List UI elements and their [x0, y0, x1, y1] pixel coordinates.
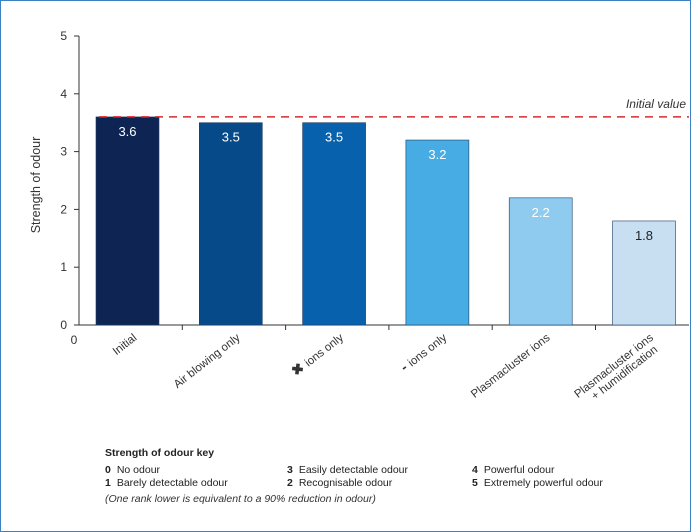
x-tick-label: Initial	[111, 332, 140, 358]
y-tick-label: 3	[60, 145, 67, 159]
bar	[95, 116, 160, 326]
key-title: Strength of odour key	[105, 447, 215, 459]
key-item: 1 Barely detectable odour	[105, 477, 228, 489]
key-item: 5 Extremely powerful odour	[472, 477, 603, 489]
bar	[199, 122, 263, 326]
x-origin-label: 0	[71, 333, 78, 347]
x-tick-label: ✖ ions only	[288, 329, 346, 379]
data-label: 3.6	[118, 124, 136, 139]
key-item: 4 Powerful odour	[472, 464, 555, 476]
bar	[405, 139, 470, 326]
key-row: 1 Barely detectable odour 2 Recognisable o…	[105, 477, 603, 490]
bar	[508, 197, 573, 326]
x-tick-label: - ions only	[397, 329, 450, 375]
y-tick-label: 5	[60, 29, 67, 43]
y-tick-label: 1	[60, 260, 67, 274]
data-label: 1.8	[635, 228, 653, 243]
y-tick-label: 0	[60, 318, 67, 332]
data-label: 3.5	[222, 130, 240, 145]
key-row: 0 No odour 3 Easily detectable odour 4 Powe…	[105, 464, 554, 477]
x-tick-label: Plasmacluster ions	[469, 332, 553, 401]
key-item: 0 No odour	[105, 464, 161, 476]
bar	[612, 220, 676, 326]
data-label: 3.5	[325, 130, 343, 145]
reference-label: Initial value	[626, 97, 686, 111]
y-tick-label: 4	[60, 87, 67, 101]
y-tick-label: 2	[60, 202, 67, 216]
bar	[302, 122, 366, 326]
x-tick-label: Air blowing only	[172, 332, 243, 391]
data-label: 2.2	[532, 205, 550, 220]
odour-key: Strength of odour key 0 No odour 3 Easily …	[105, 447, 603, 505]
key-note: (One rank lower is equivalent to a 90% r…	[105, 493, 376, 505]
y-axis-label: Strength of odour	[29, 137, 43, 234]
key-item: 2 Recognisable odour	[287, 477, 393, 489]
bar-chart: 0 1 2 3 4 5 0 Strength of odour 3.6 Initial 3.5 Air…	[29, 29, 689, 410]
x-tick-label: Plasmacluster ions+ humidification	[572, 332, 663, 410]
key-item: 3 Easily detectable odour	[287, 464, 408, 476]
data-label: 3.2	[428, 147, 446, 162]
